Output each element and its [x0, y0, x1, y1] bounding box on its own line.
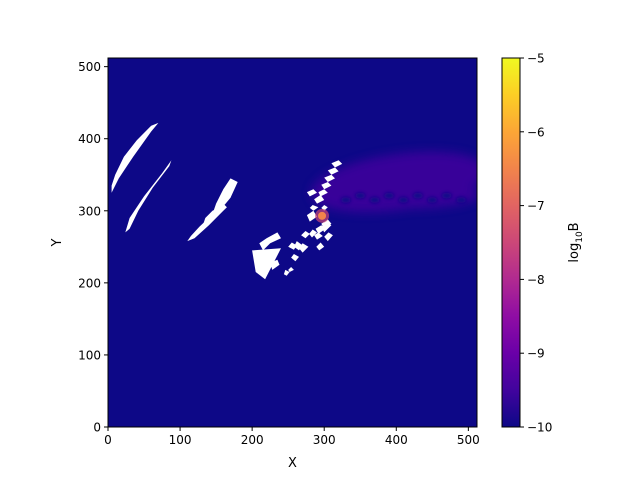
- plume-streak: [340, 196, 351, 203]
- x-tick-label: 100: [169, 433, 192, 447]
- masked-region: [331, 160, 343, 168]
- plume-streak: [369, 196, 380, 203]
- plume-streak: [427, 196, 438, 203]
- masked-region: [321, 222, 332, 233]
- plot-frame: [107, 57, 478, 428]
- plume-streak: [398, 196, 409, 203]
- hotspot-feature: [315, 208, 330, 223]
- plume-streak: [441, 192, 452, 199]
- y-axis-label: Y: [50, 238, 65, 247]
- colorbar-tick-label: −9: [527, 347, 545, 361]
- plume-streak: [412, 192, 423, 199]
- colorbar-tick-label: −10: [527, 421, 552, 435]
- colorbar-tick-label: −6: [527, 125, 545, 139]
- x-tick-label: 0: [104, 433, 112, 447]
- colorbar-tick-label: −7: [527, 199, 545, 213]
- masked-region: [309, 205, 319, 211]
- masked-region: [288, 267, 294, 272]
- colorbar-label-var: B: [567, 222, 582, 231]
- masked-region: [125, 160, 172, 233]
- masked-region: [291, 254, 299, 262]
- colorbar-tick-label: −5: [527, 52, 545, 66]
- masked-region: [301, 231, 310, 239]
- masked-region: [314, 194, 325, 204]
- masked-region: [306, 210, 317, 222]
- hotspot-core: [318, 211, 327, 220]
- plume-streak: [355, 192, 366, 199]
- masked-region: [321, 182, 332, 190]
- masked-region: [259, 232, 281, 251]
- x-tick-label: 300: [313, 433, 336, 447]
- masked-region: [211, 178, 238, 218]
- heatmap-background: [108, 58, 477, 427]
- masked-region: [318, 189, 328, 197]
- plume-streak: [384, 192, 395, 199]
- masked-regions: [111, 122, 343, 280]
- plume-streaks: [340, 192, 467, 203]
- y-tick-label: 100: [78, 348, 101, 362]
- masked-region: [299, 243, 309, 253]
- colorbar: [501, 57, 521, 428]
- x-axis-label: X: [288, 456, 297, 471]
- masked-region: [288, 242, 297, 250]
- colorbar-label-base: log: [567, 243, 582, 263]
- colorbar-label-sub: 10: [575, 231, 585, 243]
- x-tick-label: 200: [241, 433, 264, 447]
- masked-region: [314, 232, 323, 240]
- masked-region: [324, 232, 333, 242]
- colorbar-label: log10B: [567, 222, 585, 262]
- masked-region: [252, 248, 281, 280]
- x-tick-label: 400: [385, 433, 408, 447]
- x-axis: 0 100 200 300 400 500: [104, 427, 480, 447]
- colorbar-ticks: −10 −9 −8 −7 −6 −5: [520, 52, 552, 435]
- colorbar-tick-label: −8: [527, 273, 545, 287]
- y-axis: 0 100 200 300 400 500: [78, 60, 108, 435]
- masked-region: [309, 229, 317, 238]
- masked-region: [327, 167, 339, 175]
- plume-core: [319, 180, 477, 209]
- plume-streak: [456, 196, 467, 203]
- x-tick-label: 500: [457, 433, 480, 447]
- y-tick-label: 400: [78, 132, 101, 146]
- heatmap-plot: [108, 58, 477, 427]
- masked-region: [306, 189, 317, 197]
- masked-region: [270, 259, 280, 270]
- plume-feature: [311, 151, 477, 213]
- y-tick-label: 500: [78, 60, 101, 74]
- masked-region: [283, 269, 290, 276]
- y-tick-label: 300: [78, 204, 101, 218]
- masked-region: [316, 242, 325, 251]
- y-tick-label: 0: [93, 421, 101, 435]
- y-tick-label: 200: [78, 276, 101, 290]
- masked-region: [324, 174, 335, 182]
